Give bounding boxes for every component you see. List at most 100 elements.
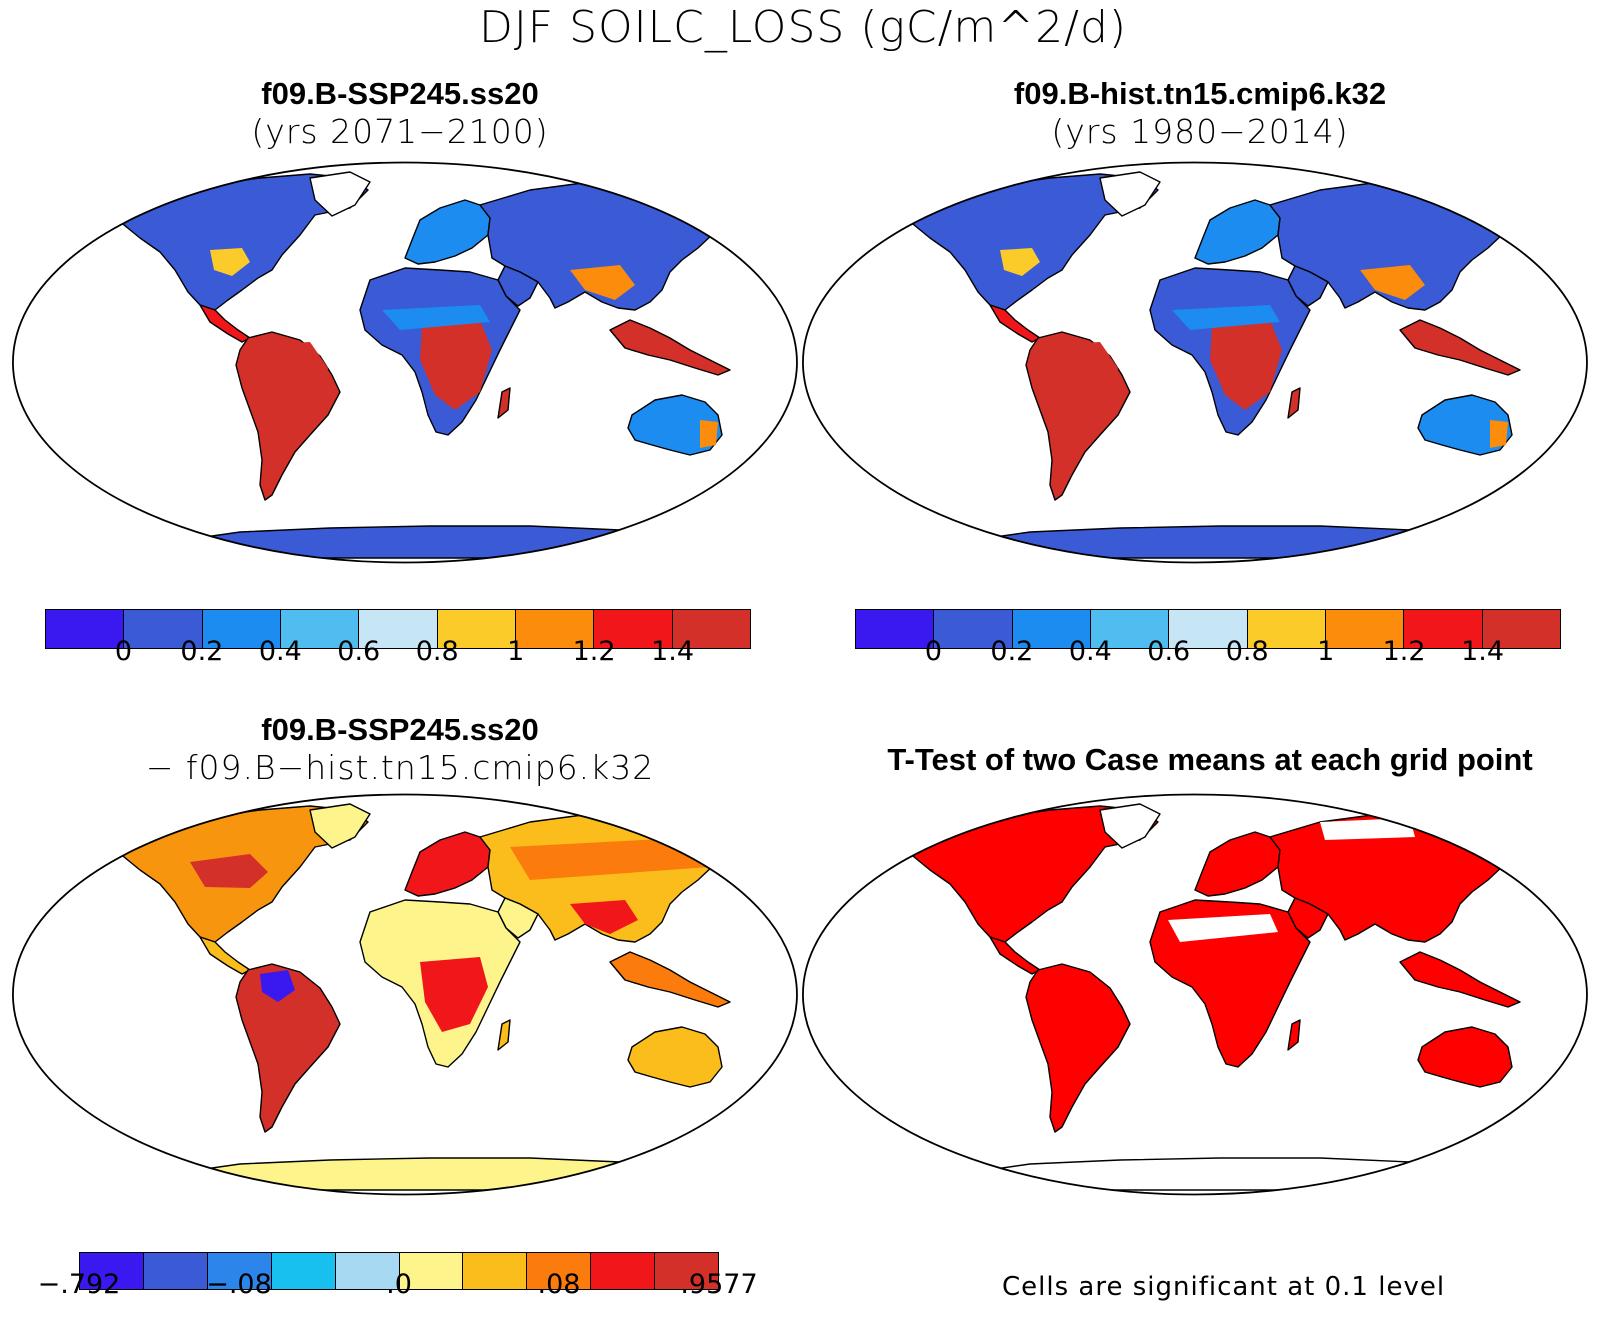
region-central-africa: [1210, 320, 1282, 410]
colorbar-difference: [79, 1252, 719, 1290]
colorbar-hist-tick-label: 1.2: [1382, 636, 1426, 667]
colorbar-ssp245-swatch-7: [594, 610, 673, 648]
continent-madagascar: [1287, 1019, 1301, 1051]
colorbar-hist-tick-label: 0.4: [1068, 636, 1112, 667]
continent-nz: [1544, 1076, 1561, 1101]
continent-antarctica: [959, 1157, 1461, 1191]
colorbar-ssp245-tick-label: 0.6: [337, 636, 381, 667]
colorbar-hist-tick-label: 0.2: [990, 636, 1034, 667]
map-panel-ttest: [802, 793, 1588, 1196]
colorbar-ssp245-tick-label: 0: [114, 636, 133, 667]
region-aus-east: [700, 420, 718, 448]
colorbar-difference-swatch-3: [271, 1253, 336, 1289]
continent-camerica: [989, 304, 1041, 343]
colorbar-difference-swatch-9: [655, 1253, 719, 1289]
continent-nz: [1544, 444, 1561, 469]
continent-namerica: [907, 173, 1159, 311]
panel-title-bottom-right: T-Test of two Case means at each grid po…: [887, 742, 1533, 777]
region-south-asia: [570, 265, 635, 300]
colorbar-ssp245-swatch-8: [672, 610, 750, 648]
colorbar-hist-swatch-1: [934, 610, 1013, 648]
continent-europe: [404, 831, 491, 897]
region-south-asia-diff: [570, 900, 638, 934]
colorbar-hist-swatch-8: [1482, 610, 1560, 648]
continent-europe: [1194, 831, 1281, 897]
colorbar-difference-swatch-7: [527, 1253, 592, 1289]
colorbar-ssp245: [45, 609, 751, 649]
colorbar-ssp245-tick-label: 0.2: [180, 636, 224, 667]
colorbar-difference-tick-label: −.792: [37, 1269, 121, 1300]
colorbar-ssp245-swatch-3: [280, 610, 360, 648]
continent-samerica: [235, 963, 341, 1133]
colorbar-ssp245-swatch-1: [124, 610, 203, 648]
colorbar-ssp245-swatch-4: [359, 610, 438, 648]
continent-camerica: [199, 936, 251, 975]
continent-seasia: [1399, 319, 1521, 376]
colorbar-hist-swatch-0: [856, 610, 935, 648]
region-south-asia: [1360, 265, 1425, 300]
continent-seasia: [609, 951, 731, 1008]
colorbar-hist-tick-label: 0.8: [1225, 636, 1269, 667]
map-panel-hist: [802, 161, 1588, 564]
region-amazon: [1040, 342, 1118, 428]
colorbar-hist-swatch-3: [1090, 610, 1170, 648]
continent-antarctica: [169, 1157, 671, 1191]
continent-camerica: [989, 936, 1041, 975]
region-not-significant-arctic: [1320, 818, 1415, 840]
colorbar-difference-swatch-8: [591, 1253, 656, 1289]
map-panel-difference: [12, 793, 798, 1196]
map-outline: [802, 161, 1588, 564]
colorbar-hist-tick-label: 0: [924, 636, 943, 667]
continent-greenland: [309, 803, 371, 849]
colorbar-difference-tick-label: .9577: [680, 1269, 758, 1300]
colorbar-difference-tick-label: .0: [386, 1269, 412, 1300]
colorbar-ssp245-tick-label: 0.8: [415, 636, 459, 667]
significance-note: Cells are significant at 0.1 level: [1002, 1272, 1446, 1302]
colorbar-ssp245-swatch-0: [46, 610, 125, 648]
region-sahel: [382, 305, 490, 330]
region-us-midwest: [190, 854, 268, 888]
continent-seasia: [1399, 951, 1521, 1008]
continent-madagascar: [1287, 387, 1301, 419]
continent-greenland: [1099, 171, 1161, 217]
colorbar-hist-swatch-4: [1169, 610, 1248, 648]
panel-title-top-right: f09.B-hist.tn15.cmip6.k32: [1013, 76, 1387, 111]
colorbar-ssp245-swatch-6: [515, 610, 595, 648]
region-not-significant-sahara: [1168, 914, 1278, 942]
colorbar-hist-tick-label: 0.6: [1147, 636, 1191, 667]
colorbar-hist-swatch-7: [1404, 610, 1483, 648]
figure-title: DJF SOILC_LOSS (gC/m^2/d): [478, 2, 1128, 53]
colorbar-difference-swatch-0: [80, 1253, 144, 1289]
colorbar-difference-swatch-4: [335, 1253, 400, 1289]
region-amazon-negative: [260, 970, 295, 1002]
panel-title-bottom-left: f09.B-SSP245.ss20: [261, 712, 539, 747]
continent-greenland: [309, 171, 371, 217]
map-outline: [12, 161, 798, 564]
region-amazon: [250, 342, 328, 428]
continent-africa: [1149, 899, 1311, 1068]
colorbar-difference-swatch-2: [207, 1253, 272, 1289]
continent-australia: [1417, 1026, 1513, 1088]
map-outline: [12, 793, 798, 1196]
continent-nz: [754, 444, 771, 469]
colorbar-ssp245-swatch-5: [437, 610, 516, 648]
panel-subtitle-bottom-left: − f09.B−hist.tn15.cmip6.k32: [145, 748, 655, 787]
colorbar-ssp245-tick-label: 1.4: [651, 636, 695, 667]
colorbar-difference-swatch-6: [463, 1253, 528, 1289]
colorbar-hist-tick-label: 1.4: [1461, 636, 1505, 667]
continent-antarctica: [959, 525, 1461, 559]
colorbar-difference-swatch-1: [143, 1253, 208, 1289]
colorbar-ssp245-tick-label: 1.2: [572, 636, 616, 667]
panel-title-top-left: f09.B-SSP245.ss20: [261, 76, 539, 111]
region-sahel: [1172, 305, 1280, 330]
region-siberia-band: [510, 837, 710, 880]
panel-subtitle-top-left: (yrs 2071−2100): [251, 112, 549, 151]
map-panel-ssp245: [12, 161, 798, 564]
colorbar-difference-tick-label: .08: [537, 1269, 581, 1300]
continent-australia: [627, 394, 723, 456]
continent-namerica: [117, 173, 369, 311]
continent-australia: [1417, 394, 1513, 456]
colorbar-difference-swatch-5: [399, 1253, 464, 1289]
continent-australia: [627, 1026, 723, 1088]
continent-namerica: [907, 805, 1159, 943]
